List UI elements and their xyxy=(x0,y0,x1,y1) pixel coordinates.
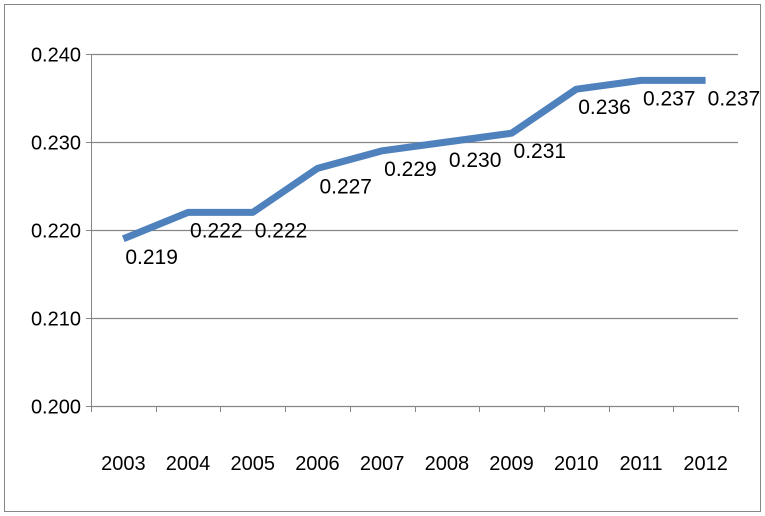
y-tick-label: 0.240 xyxy=(31,45,81,67)
data-label: 0.231 xyxy=(514,140,567,163)
y-tick-label: 0.230 xyxy=(31,133,81,155)
x-tick-label: 2009 xyxy=(489,453,534,475)
x-tick-label: 2006 xyxy=(295,453,340,475)
y-tick-label: 0.220 xyxy=(31,221,81,243)
x-tick-label: 2010 xyxy=(554,453,599,475)
x-tick-label: 2008 xyxy=(425,453,470,475)
x-tick-label: 2003 xyxy=(101,453,146,475)
x-tick-label: 2011 xyxy=(619,453,662,475)
data-label: 0.222 xyxy=(255,219,308,242)
axes: 0.200 0.210 0.220 0.230 0.240 2003 2004 2005 200… xyxy=(31,45,739,475)
series-line xyxy=(121,76,706,243)
data-label: 0.229 xyxy=(384,158,437,181)
data-label: 0.236 xyxy=(578,96,631,119)
y-tick-label: 0.210 xyxy=(31,309,81,331)
data-label: 0.237 xyxy=(708,87,761,110)
x-tick-label: 2012 xyxy=(683,453,728,475)
x-tick-label: 2005 xyxy=(231,453,276,475)
x-tick-label: 2007 xyxy=(360,453,405,475)
x-tick-label: 2004 xyxy=(166,453,211,475)
data-label: 0.230 xyxy=(449,149,502,172)
data-label: 0.222 xyxy=(190,219,243,242)
data-label: 0.227 xyxy=(319,175,372,198)
data-label: 0.237 xyxy=(643,87,696,110)
series-layer xyxy=(121,76,706,243)
chart-border xyxy=(4,4,761,512)
y-tick-label: 0.200 xyxy=(31,397,81,419)
data-label: 0.219 xyxy=(125,246,178,269)
data-labels: 0.219 0.222 0.222 0.227 0.229 0.230 0.231 0.236… xyxy=(125,87,760,268)
gridlines xyxy=(91,53,738,320)
